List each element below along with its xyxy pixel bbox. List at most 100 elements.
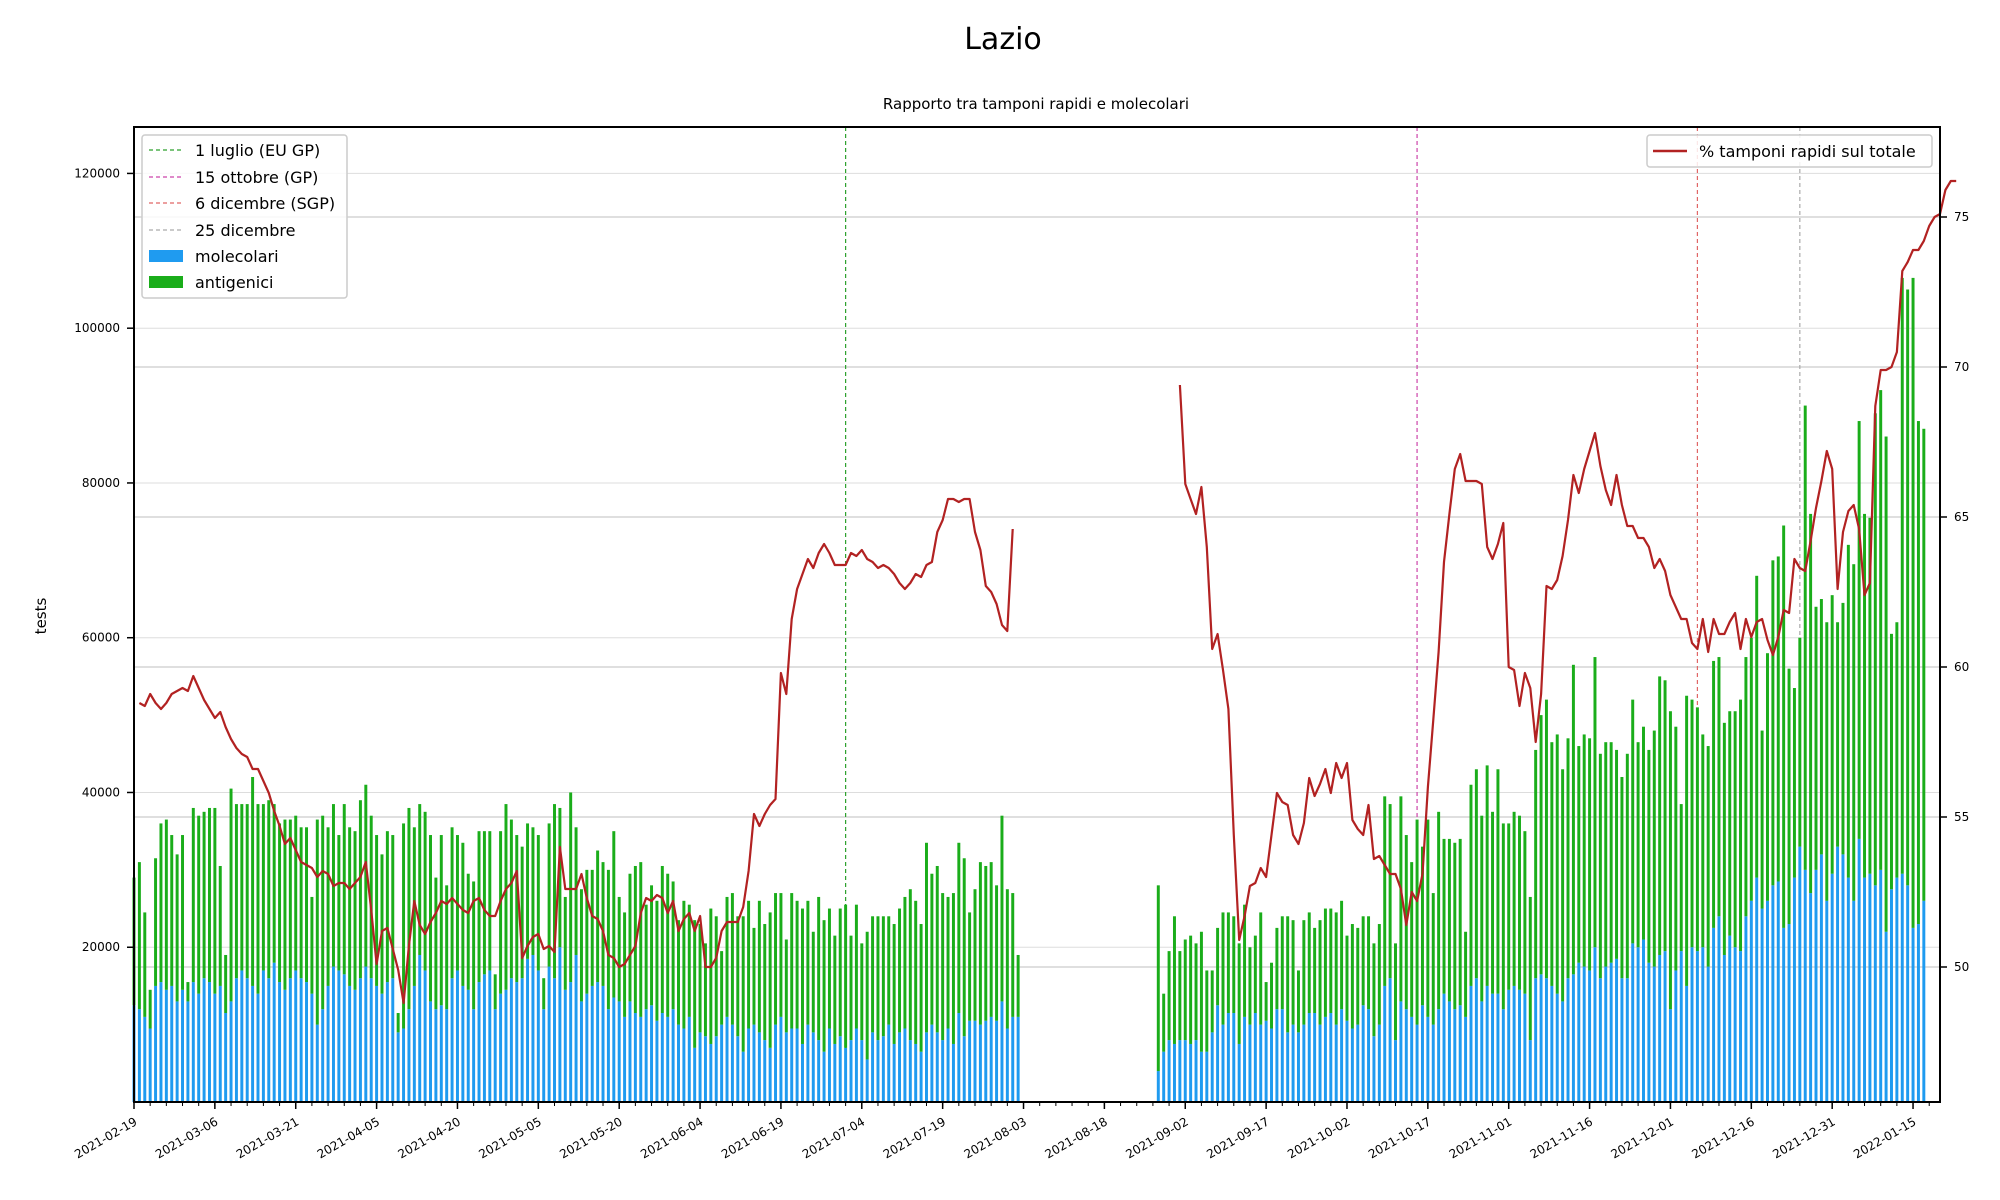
bar-molecolari [445,1009,449,1102]
bar-antigenici [1442,838,1446,994]
bar-molecolari [412,985,416,1102]
bar-antigenici [191,807,195,983]
bar-antigenici [1420,846,1424,1006]
bar-antigenici [391,835,395,979]
bar-molecolari [617,1001,621,1102]
bar-molecolari [1571,974,1575,1102]
bar-molecolari [358,978,362,1102]
legend-label-antigenici: antigenici [195,273,274,292]
y-left-tick-label: 20000 [82,940,120,954]
bar-molecolari [1717,916,1721,1102]
bar-antigenici [935,865,939,1033]
bar-antigenici [817,896,821,1041]
bar-molecolari [919,1051,923,1102]
bar-molecolari [650,1005,654,1102]
bar-molecolari [1372,1036,1376,1102]
y-right-tick-label: 65 [1954,510,1969,524]
bar-antigenici [1636,742,1640,948]
bar-antigenici [1749,637,1753,901]
bar-molecolari [385,982,389,1102]
bar-molecolari [881,1036,885,1102]
bar-molecolari [1857,838,1861,1102]
bar-antigenici [957,842,961,1014]
bar-molecolari [321,1009,325,1102]
bar-antigenici [1701,734,1705,948]
bar-molecolari [1280,1009,1284,1102]
bar-antigenici [946,896,950,1029]
bar-antigenici [1329,908,1333,1014]
bar-antigenici [1728,711,1732,936]
bar-molecolari [1755,877,1759,1102]
bar-molecolari [1183,1040,1187,1102]
bar-molecolari [795,1028,799,1102]
bar-antigenici [482,831,486,975]
bar-molecolari [1534,978,1538,1102]
bar-molecolari [154,985,158,1102]
bar-antigenici [224,954,228,1014]
bar-antigenici [1518,815,1521,990]
bar-antigenici [272,804,276,963]
bar-antigenici [628,873,632,1002]
bar-antigenici [714,916,718,1037]
bar-antigenici [1275,927,1279,1010]
bar-molecolari [1539,974,1543,1102]
bar-antigenici [569,792,573,983]
bar-molecolari [725,1016,729,1102]
bar-molecolari [768,1047,772,1102]
bar-antigenici [234,804,238,979]
bar-antigenici [536,835,540,971]
y-right-tick-label: 75 [1954,210,1969,224]
bar-antigenici [1733,711,1737,948]
bar-molecolari [730,1024,734,1102]
bar-molecolari [1766,900,1769,1102]
bar-antigenici [326,827,330,986]
bar-antigenici [741,916,745,1052]
bar-molecolari [703,1036,707,1102]
bar-molecolari [164,989,168,1102]
bar-antigenici [779,893,783,1017]
bar-antigenici [1922,428,1926,901]
bar-antigenici [1803,405,1807,870]
bar-antigenici [693,920,697,1048]
bar-antigenici [267,800,271,979]
bar-molecolari [1739,951,1743,1102]
bar-molecolari [1399,1001,1403,1102]
bar-molecolari [1895,877,1899,1102]
bar-antigenici [305,827,308,983]
bar-molecolari [181,989,185,1102]
bar-antigenici [439,835,443,1006]
bar-antigenici [402,823,406,1029]
bar-molecolari [472,1009,476,1102]
bar-antigenici [1286,916,1290,1033]
bar-molecolari [1588,970,1592,1102]
bar-molecolari [170,985,174,1102]
bar-molecolari [1221,1024,1225,1102]
plot-frame [133,126,1941,1103]
bar-molecolari [930,1024,934,1102]
bar-molecolari [973,1020,977,1102]
bar-molecolari [1350,1028,1354,1102]
bar-antigenici [558,807,562,948]
bar-molecolari [396,1032,400,1102]
bar-molecolari [1555,993,1559,1102]
bar-antigenici [968,912,972,1021]
bar-antigenici [989,862,993,1017]
bar-antigenici [407,807,411,1010]
bar-antigenici [1712,660,1716,928]
bar-antigenici [1248,947,1252,1025]
legend-right-frame [1646,134,1933,168]
bar-antigenici [1755,575,1759,878]
bar-molecolari [240,970,244,1102]
bar-molecolari [1199,1051,1203,1102]
bar-molecolari [1507,989,1511,1102]
bar-molecolari [784,1032,788,1102]
bar-antigenici [585,869,589,994]
bar-antigenici [1189,935,1193,1044]
bar-molecolari [1313,1013,1317,1102]
bar-antigenici [531,827,535,955]
bar-molecolari [1307,1013,1311,1102]
bar-molecolari [450,978,454,1102]
bar-antigenici [348,827,352,986]
bar-molecolari [628,1001,632,1102]
bar-molecolari [1679,951,1683,1102]
